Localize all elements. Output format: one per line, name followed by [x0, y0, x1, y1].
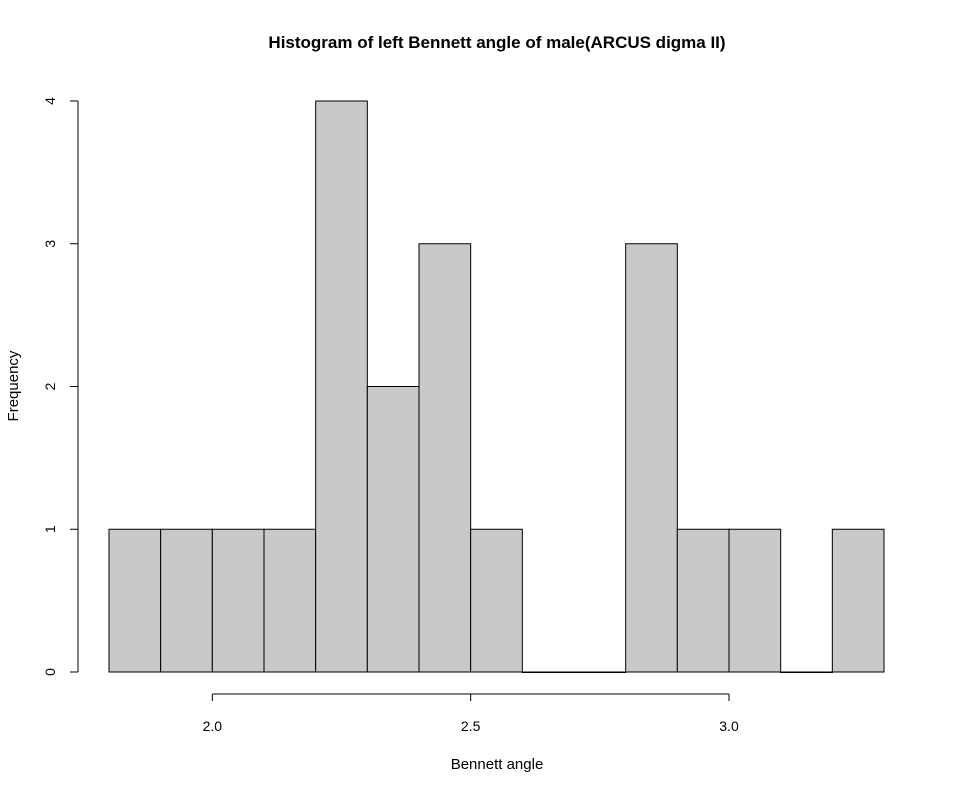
y-tick-label-3: 2 [42, 382, 58, 390]
histogram-bar-6 [366, 386, 420, 673]
y-axis-label: Frequency [5, 350, 22, 421]
x-tick-label-2: 2.5 [461, 718, 481, 734]
x-axis: 2.0 2.5 3.0 [203, 693, 739, 734]
chart-title: Histogram of left Bennett angle of male(… [268, 33, 725, 52]
histogram-bar-1 [108, 528, 162, 673]
x-tick-label-3: 3.0 [719, 718, 739, 734]
y-axis: 0 1 2 3 4 [42, 97, 79, 676]
y-tick-label-1: 0 [42, 668, 58, 676]
histogram-bar-3 [211, 528, 265, 673]
histogram-bar-2 [160, 528, 213, 673]
histogram-bar-15 [831, 528, 885, 673]
histogram-bar-9 [521, 671, 575, 673]
bars-group [108, 100, 885, 673]
histogram-bar-14 [780, 671, 833, 673]
histogram-bar-4 [263, 528, 317, 673]
y-tick-label-5: 4 [42, 97, 58, 105]
x-tick-label-1: 2.0 [203, 718, 223, 734]
y-tick-label-4: 3 [42, 240, 58, 248]
histogram-bar-8 [470, 528, 523, 673]
x-axis-label: Bennett angle [451, 756, 544, 773]
histogram-bar-13 [728, 528, 782, 673]
y-tick-label-2: 1 [42, 525, 58, 533]
histogram-bar-12 [676, 528, 730, 673]
histogram-bar-10 [573, 671, 627, 673]
histogram-bar-5 [315, 100, 368, 673]
histogram-bar-7 [418, 243, 472, 673]
histogram-bar-11 [625, 243, 678, 673]
